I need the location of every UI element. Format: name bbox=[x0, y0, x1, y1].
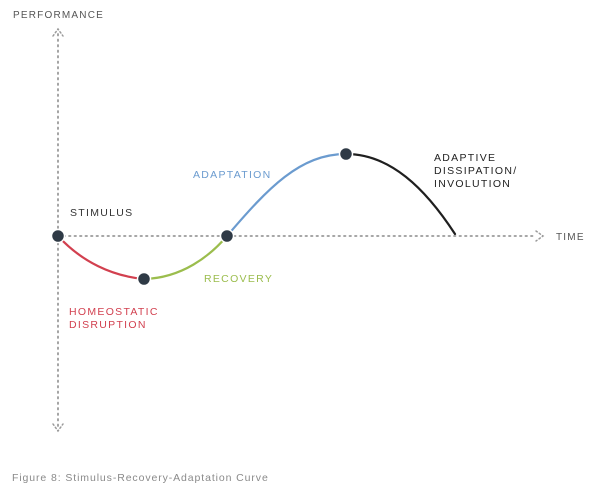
adaptive-dissipation-label: ADAPTIVE DISSIPATION/ INVOLUTION bbox=[434, 152, 522, 190]
adaptive-dissipation-line-3: INVOLUTION bbox=[434, 178, 511, 190]
y-axis-top-arrowhead bbox=[52, 27, 64, 37]
disruption-low-node bbox=[136, 271, 152, 287]
homeostatic-disruption-label: HOMEOSTATIC DISRUPTION bbox=[69, 306, 163, 331]
recovery-label: RECOVERY bbox=[204, 273, 273, 285]
stimulus-node bbox=[50, 228, 66, 244]
adaptation-label: ADAPTATION bbox=[193, 169, 272, 181]
adaptive-dissipation-curve bbox=[344, 152, 457, 236]
y-axis-label: PERFORMANCE bbox=[13, 10, 104, 21]
recovery-node bbox=[219, 228, 235, 244]
homeostatic-disruption-line-1: HOMEOSTATIC bbox=[69, 306, 159, 318]
adaptive-dissipation-line-1: ADAPTIVE bbox=[434, 152, 496, 164]
y-axis bbox=[52, 27, 64, 433]
adaptation-peak-node bbox=[338, 146, 354, 162]
figure-caption: Figure 8: Stimulus-Recovery-Adaptation C… bbox=[12, 472, 269, 484]
x-axis bbox=[57, 230, 545, 242]
x-axis-label: TIME bbox=[556, 232, 585, 243]
homeostatic-disruption-line-2: DISRUPTION bbox=[69, 319, 147, 331]
recovery-curve bbox=[142, 234, 229, 281]
adaptive-dissipation-line-2: DISSIPATION/ bbox=[434, 165, 517, 177]
adaptation-curve bbox=[225, 152, 348, 238]
stimulus-label: STIMULUS bbox=[70, 207, 134, 219]
y-axis-bottom-arrowhead bbox=[52, 423, 64, 433]
homeostatic-disruption-curve bbox=[56, 234, 146, 281]
x-axis-arrowhead bbox=[535, 230, 545, 242]
